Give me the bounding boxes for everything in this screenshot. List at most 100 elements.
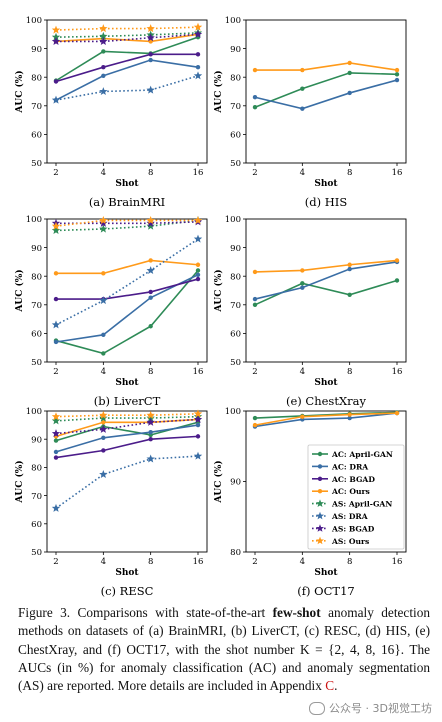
wechat-icon [309,701,326,715]
data-point-star [193,29,203,38]
data-point [53,296,59,302]
legend-item: AS: DRA [312,511,368,521]
series-line [254,79,398,110]
data-point-star [193,71,203,80]
plot-frame [46,19,208,164]
legend: AC: April-GAN AC: DRA AC: BGAD AC: Ours AS: … [307,444,405,550]
data-point [101,64,106,70]
panel-d: 50 60 70 80 90 100 2 4 8 16 Shot AUC (%) (d) HIS [213,16,407,209]
data-point-star [51,429,61,438]
data-point-star [51,37,61,46]
panel-caption: (f) OCT17 [297,584,354,598]
series-line [55,413,199,418]
panel-a: 50 60 70 80 90 100 2 4 8 16 Shot AUC (%) (a) BrainMR… [14,16,208,209]
y-tick-label: 80 [230,73,241,83]
y-tick-label: 90 [31,435,42,445]
panel-caption: (d) HIS [305,195,348,209]
y-tick-label: 80 [31,272,42,282]
data-point-star [146,33,155,42]
series-line [55,75,199,101]
series-line [55,53,198,83]
y-tick-label: 100 [225,215,241,225]
series-ac-ours [53,258,201,276]
data-point [101,448,106,453]
panel-caption: (c) RESC [101,584,154,598]
y-tick-label: 60 [230,330,241,340]
legend-label: AS: DRA [331,512,368,521]
series-ac-bgad [53,52,201,84]
data-point-star [146,218,155,227]
x-tick-label: 8 [148,557,153,567]
data-point [300,268,305,273]
data-point-star [146,417,155,426]
series-as-ours [51,216,203,230]
caption-bold: few-shot [272,605,321,620]
data-point-star [51,226,61,234]
series-ac-dra [53,272,201,345]
data-point [148,437,153,442]
data-point [101,271,106,276]
data-point [148,57,153,63]
data-point [195,422,201,428]
legend-marker [317,489,323,494]
data-point [300,414,305,419]
legend-item: AS: BGAD [312,524,375,533]
y-tick-label: 80 [230,548,241,558]
y-tick-label: 100 [26,215,42,225]
data-point [252,105,258,110]
data-point [300,86,305,91]
x-tick-label: 4 [300,557,305,567]
legend-label: AC: Ours [331,487,370,496]
series-ac-ours [252,60,400,73]
data-point [148,429,153,435]
y-tick-label: 70 [230,102,241,112]
y-tick-label: 50 [31,358,42,368]
data-point [101,332,106,338]
data-point [148,295,153,300]
data-point [394,410,400,416]
data-point [53,455,59,460]
legend-label: AC: DRA [331,462,368,471]
data-point [195,52,201,57]
x-axis-label: Shot [115,179,139,189]
data-point [394,258,400,263]
x-tick-label: 4 [101,367,106,377]
y-tick-label: 80 [31,464,42,474]
data-point-star [99,410,108,419]
data-point [148,289,153,295]
data-point-star [99,24,108,33]
data-point [53,339,59,345]
data-point [394,278,400,283]
data-point-star [193,415,203,424]
series-ac-dra [252,77,400,111]
legend-marker-star [316,499,324,507]
y-tick-label: 100 [26,407,42,417]
legend-item: AC: April-GAN [312,450,393,459]
legend-item: AS: Ours [312,536,369,546]
series-line [254,412,398,426]
series-ac-ours [53,32,201,44]
panel-c: 50 60 70 80 90 100 2 4 8 16 Shot AUC (%) (c) RESC [14,407,208,598]
legend-item: AS: April-GAN [312,499,392,509]
data-point-star [51,221,61,230]
data-point [252,422,258,428]
data-point [53,271,59,276]
x-tick-label: 2 [53,557,58,567]
appendix-link[interactable]: C [325,678,335,694]
series-line [55,455,199,509]
series-ac-april-gan [252,278,400,307]
series-as-dra [51,234,203,329]
series-ac-april-gan [53,268,201,356]
y-tick-label: 90 [230,478,241,488]
x-tick-label: 2 [252,168,257,178]
y-tick-label: 50 [31,548,42,558]
data-point [101,49,106,54]
series-as-ours [51,409,203,421]
series-ac-dra [53,422,201,455]
x-tick-label: 8 [347,168,352,178]
series-line [254,261,398,300]
x-tick-label: 8 [148,367,153,377]
y-tick-label: 60 [31,131,42,141]
data-point [195,64,201,70]
y-tick-label: 50 [31,159,42,169]
